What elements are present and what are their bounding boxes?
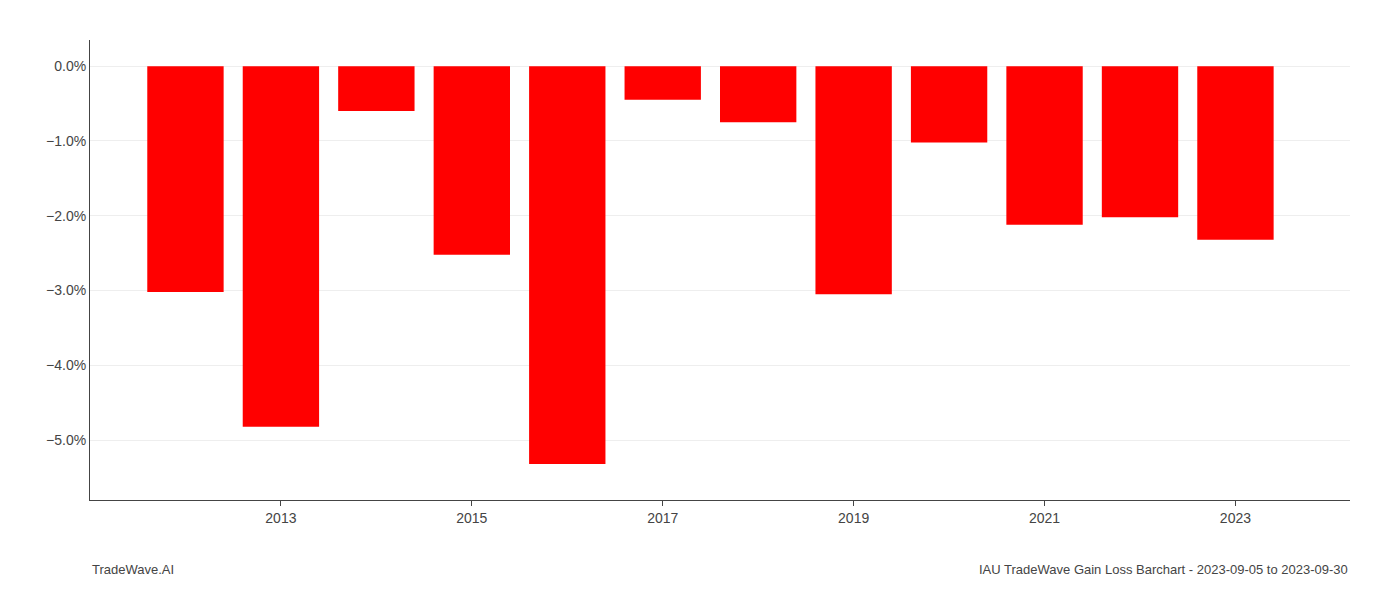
- svg-text:2013: 2013: [265, 510, 296, 526]
- svg-text:−2.0%: −2.0%: [46, 208, 86, 224]
- svg-text:−5.0%: −5.0%: [46, 432, 86, 448]
- svg-text:2017: 2017: [647, 510, 678, 526]
- svg-text:2019: 2019: [838, 510, 869, 526]
- svg-text:−4.0%: −4.0%: [46, 357, 86, 373]
- svg-text:2015: 2015: [456, 510, 487, 526]
- svg-text:2023: 2023: [1220, 510, 1251, 526]
- svg-text:IAU TradeWave Gain Loss Barcha: IAU TradeWave Gain Loss Barchart - 2023-…: [979, 562, 1348, 577]
- svg-text:2021: 2021: [1029, 510, 1060, 526]
- svg-text:TradeWave.AI: TradeWave.AI: [92, 562, 174, 577]
- svg-text:0.0%: 0.0%: [54, 58, 86, 74]
- svg-text:−1.0%: −1.0%: [46, 133, 86, 149]
- svg-text:−3.0%: −3.0%: [46, 282, 86, 298]
